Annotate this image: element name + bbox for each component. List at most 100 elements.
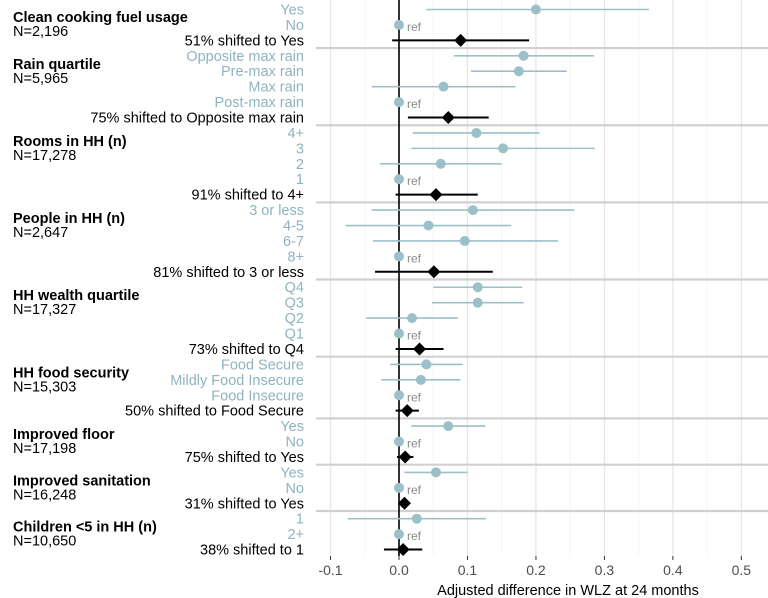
x-tick-label: -0.1	[318, 562, 342, 578]
level-point	[513, 66, 524, 77]
level-label: Yes	[280, 3, 304, 19]
ref-label: ref	[407, 174, 422, 188]
summary-diamond	[397, 496, 411, 510]
summary-label: 75% shifted to Yes	[185, 450, 304, 466]
level-label: Food Secure	[221, 357, 304, 373]
ref-point	[394, 19, 404, 30]
level-label: Yes	[280, 419, 304, 435]
summary-label: 31% shifted to Yes	[185, 496, 304, 512]
level-label: Q2	[285, 311, 304, 327]
ref-label: ref	[407, 483, 422, 497]
level-label: Q3	[285, 296, 304, 312]
level-label: 2+	[287, 527, 304, 543]
x-tick-label: 0.1	[458, 562, 478, 578]
summary-label: 91% shifted to 4+	[192, 188, 304, 204]
level-label: Food Insecure	[211, 388, 304, 404]
group-n: N=5,965	[13, 71, 68, 87]
ref-point	[394, 482, 404, 493]
group-title: HH wealth quartile	[13, 288, 140, 304]
level-label: Q1	[285, 327, 304, 343]
summary-label: 38% shifted to 1	[200, 543, 304, 559]
ref-point	[394, 97, 404, 108]
group-title: People in HH (n)	[13, 211, 125, 227]
summary-diamond	[396, 543, 410, 557]
summary-label: 81% shifted to 3 or less	[153, 265, 304, 281]
level-label: 3	[296, 141, 304, 157]
summary-diamond	[454, 33, 468, 47]
level-label: No	[285, 18, 304, 34]
level-point	[459, 235, 470, 246]
ref-point	[394, 251, 404, 262]
ref-label: ref	[407, 437, 422, 451]
ref-point	[394, 174, 404, 185]
group-title: Clean cooking fuel usage	[13, 10, 188, 26]
level-label: Pre-max rain	[221, 64, 304, 80]
x-tick-label: 0.4	[663, 562, 683, 578]
summary-label: 50% shifted to Food Secure	[125, 404, 304, 420]
level-label: 3 or less	[249, 203, 304, 219]
group-n: N=15,303	[13, 379, 76, 395]
group-title: Rooms in HH (n)	[13, 134, 127, 150]
ref-label: ref	[407, 20, 422, 34]
group-title: Improved floor	[13, 427, 115, 443]
level-point	[530, 4, 541, 15]
summary-label: 51% shifted to Yes	[185, 33, 304, 49]
summary-diamond	[398, 450, 412, 464]
level-point	[411, 513, 422, 524]
group-title: Improved sanitation	[13, 473, 151, 489]
level-label: Max rain	[248, 80, 304, 96]
ref-point	[394, 328, 404, 339]
x-axis-label: Adjusted difference in WLZ at 24 months	[437, 583, 699, 598]
level-label: Q4	[285, 280, 304, 296]
group-title: Rain quartile	[13, 57, 101, 73]
ref-point	[394, 390, 404, 401]
summary-diamond	[441, 111, 455, 125]
ref-point	[394, 436, 404, 447]
summary-diamond	[429, 188, 443, 202]
group-n: N=10,650	[13, 534, 76, 550]
level-point	[498, 143, 509, 154]
ref-label: ref	[407, 529, 422, 543]
group-n: N=16,248	[13, 487, 76, 503]
level-point	[472, 297, 483, 308]
group-n: N=2,647	[13, 225, 68, 241]
level-label: Mildly Food Insecure	[170, 373, 304, 389]
level-label: 8+	[287, 249, 304, 265]
level-point	[430, 467, 441, 478]
ref-label: ref	[407, 251, 422, 265]
level-point	[443, 421, 454, 432]
ref-label: ref	[407, 329, 422, 343]
summary-diamond	[413, 342, 427, 356]
group-n: N=17,198	[13, 441, 76, 457]
group-n: N=17,327	[13, 302, 76, 318]
x-tick-label: 0.5	[732, 562, 752, 578]
level-point	[438, 81, 449, 92]
level-label: 4-5	[283, 219, 304, 235]
level-point	[423, 220, 434, 231]
x-tick-label: 0.3	[595, 562, 615, 578]
ref-label: ref	[407, 97, 422, 111]
level-point	[415, 374, 426, 385]
level-point	[435, 158, 446, 169]
group-title: HH food security	[13, 365, 129, 381]
group-title: Children <5 in HH (n)	[13, 520, 157, 536]
level-point	[472, 282, 483, 293]
summary-diamond	[400, 404, 414, 418]
summary-label: 73% shifted to Q4	[189, 342, 304, 358]
x-tick-label: 0.2	[526, 562, 546, 578]
level-point	[467, 205, 478, 216]
level-point	[407, 313, 418, 324]
level-label: Yes	[280, 465, 304, 481]
summary-label: 75% shifted to Opposite max rain	[90, 111, 304, 127]
level-point	[518, 50, 529, 61]
summary-diamond	[427, 265, 441, 279]
level-label: 6-7	[283, 234, 304, 250]
level-label: 2	[296, 157, 304, 173]
x-tick-label: 0.0	[389, 562, 409, 578]
level-label: Post-max rain	[215, 95, 304, 111]
level-label: 1	[296, 512, 304, 528]
group-n: N=2,196	[13, 24, 68, 40]
level-point	[471, 127, 482, 138]
ref-point	[394, 529, 404, 540]
